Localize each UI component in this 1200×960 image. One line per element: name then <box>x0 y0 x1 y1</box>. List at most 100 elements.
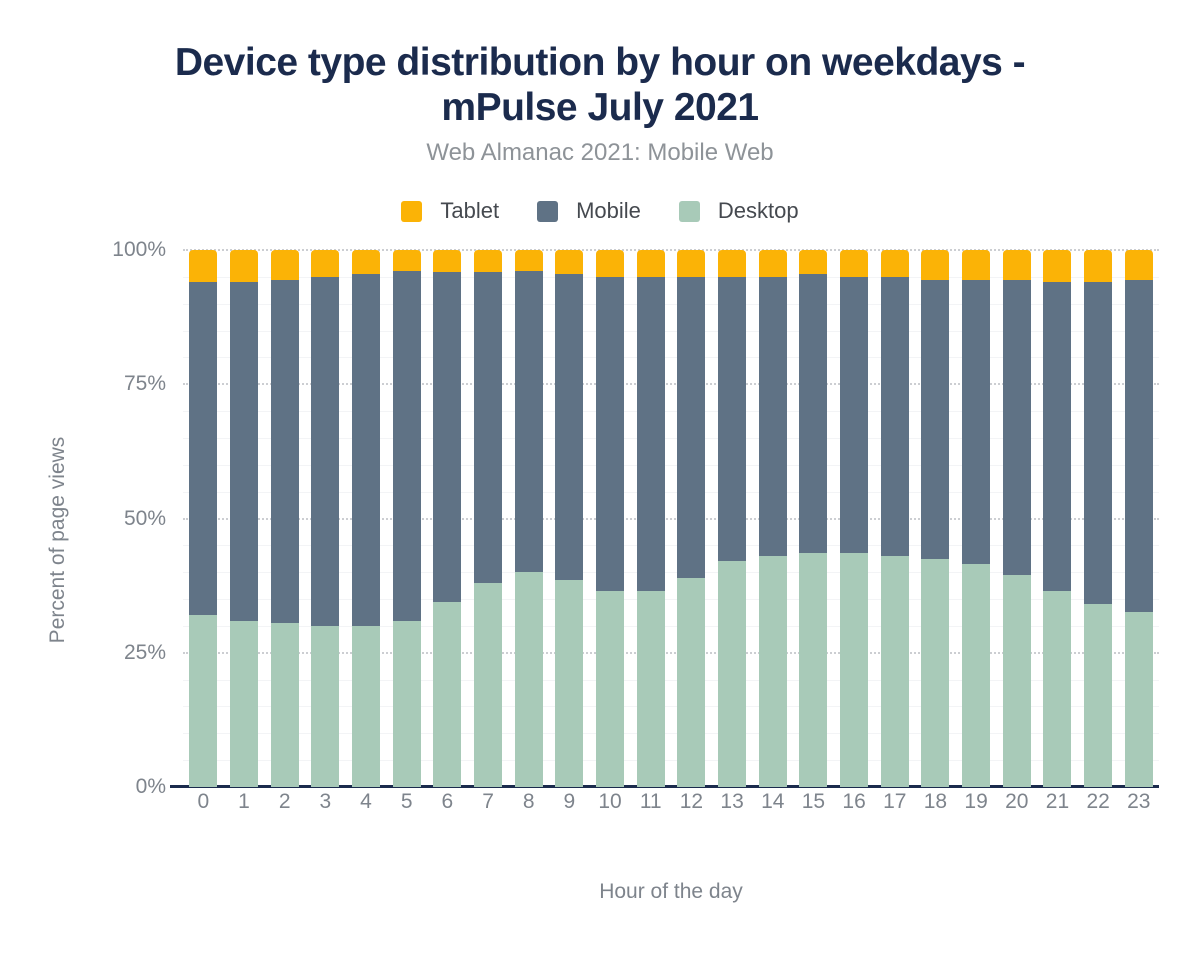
bar-segment-tablet-hour-19 <box>962 250 991 280</box>
bar-column-hour-4 <box>346 250 387 787</box>
bar-column-hour-9 <box>549 250 590 787</box>
bar-segment-tablet-hour-3 <box>311 250 340 277</box>
bar-segment-tablet-hour-6 <box>433 250 462 272</box>
bar-segment-tablet-hour-10 <box>596 250 625 277</box>
bar-segment-desktop-hour-22 <box>1084 604 1113 787</box>
bar-segment-desktop-hour-16 <box>840 553 869 787</box>
stacked-bar-hour-17 <box>880 250 909 787</box>
stacked-bar-hour-11 <box>636 250 665 787</box>
x-tick-label-14: 14 <box>761 790 785 813</box>
bar-segment-desktop-hour-5 <box>392 620 421 787</box>
y-tick-label: 75% <box>123 372 166 396</box>
minor-gridline <box>183 437 1159 439</box>
stacked-bar-hour-13 <box>718 250 747 787</box>
legend-label-tablet: Tablet <box>440 198 500 223</box>
bar-segment-tablet-hour-8 <box>514 250 543 272</box>
bar-segment-tablet-hour-11 <box>636 250 665 277</box>
stacked-bar-hour-23 <box>1124 250 1153 787</box>
bar-column-hour-7 <box>468 250 509 787</box>
bar-column-hour-11 <box>630 250 671 787</box>
x-tick-label-10: 10 <box>598 790 622 813</box>
major-gridline <box>183 383 1159 386</box>
bar-column-hour-18 <box>915 250 956 787</box>
x-tick-label-23: 23 <box>1127 790 1151 813</box>
bar-column-hour-14 <box>752 250 793 787</box>
bar-segment-tablet-hour-21 <box>1043 250 1072 283</box>
y-tick-label: 50% <box>123 506 166 530</box>
x-tick-label-5: 5 <box>400 790 413 813</box>
major-gridline <box>183 517 1159 520</box>
bar-segment-desktop-hour-9 <box>555 580 584 787</box>
bar-segment-desktop-hour-12 <box>677 577 706 787</box>
legend: Tablet Mobile Desktop <box>0 197 1200 225</box>
bar-segment-tablet-hour-12 <box>677 250 706 277</box>
stacked-bar-hour-18 <box>921 250 950 787</box>
stacked-bar-hour-19 <box>962 250 991 787</box>
chart-title: Device type distribution by hour on week… <box>0 40 1200 130</box>
stacked-bar-hour-12 <box>677 250 706 787</box>
bar-segment-mobile-hour-10 <box>596 276 625 591</box>
stacked-bar-hour-14 <box>758 250 787 787</box>
bar-segment-desktop-hour-6 <box>433 601 462 787</box>
tablet-swatch-icon <box>401 200 423 222</box>
bar-segment-desktop-hour-7 <box>474 582 503 787</box>
stacked-bar-hour-20 <box>1002 250 1031 787</box>
bar-segment-desktop-hour-13 <box>718 561 747 787</box>
stacked-bar-hour-1 <box>230 250 258 787</box>
bar-segment-mobile-hour-5 <box>392 271 421 621</box>
bar-segment-mobile-hour-18 <box>921 279 950 559</box>
stacked-bar-hour-10 <box>596 250 625 787</box>
bar-segment-tablet-hour-20 <box>1002 250 1031 280</box>
bar-segment-mobile-hour-3 <box>311 276 340 626</box>
bar-column-hour-6 <box>427 250 468 787</box>
bar-segment-mobile-hour-22 <box>1084 282 1113 605</box>
bar-segment-mobile-hour-23 <box>1124 279 1153 613</box>
bar-column-hour-15 <box>793 250 834 787</box>
bar-segment-mobile-hour-15 <box>799 274 828 554</box>
minor-gridline <box>183 733 1159 735</box>
bar-column-hour-13 <box>712 250 753 787</box>
bar-segment-mobile-hour-13 <box>718 276 747 562</box>
bar-segment-desktop-hour-0 <box>189 615 218 787</box>
bar-segment-desktop-hour-19 <box>962 564 991 787</box>
x-tick-label-13: 13 <box>720 790 744 813</box>
stacked-bar-hour-3 <box>311 250 340 787</box>
minor-gridline <box>183 572 1159 574</box>
x-axis-title: Hour of the day <box>599 880 743 903</box>
bar-segment-desktop-hour-11 <box>636 591 665 787</box>
bar-column-hour-3 <box>305 250 346 787</box>
bar-segment-desktop-hour-14 <box>758 556 787 787</box>
bar-column-hour-20 <box>996 250 1037 787</box>
y-tick-label: 0% <box>135 775 166 798</box>
x-tick-label-15: 15 <box>801 790 826 813</box>
bar-segment-mobile-hour-19 <box>962 279 991 565</box>
bar-column-hour-16 <box>834 250 875 787</box>
bar-segment-desktop-hour-20 <box>1002 574 1031 787</box>
stacked-bar-hour-16 <box>840 250 869 787</box>
minor-gridline <box>183 411 1159 413</box>
bar-segment-tablet-hour-5 <box>392 250 421 272</box>
minor-gridline <box>183 276 1159 278</box>
bar-segment-mobile-hour-20 <box>1002 279 1031 575</box>
bar-segment-desktop-hour-17 <box>880 556 909 787</box>
bar-segment-tablet-hour-0 <box>189 250 218 283</box>
x-tick-label-22: 22 <box>1086 790 1110 813</box>
bar-segment-desktop-hour-23 <box>1124 612 1153 787</box>
stacked-bar-hour-15 <box>799 250 828 787</box>
bar-column-hour-17 <box>874 250 915 787</box>
x-tick-label-19: 19 <box>964 790 988 813</box>
y-tick-label: 100% <box>112 238 166 261</box>
minor-gridline <box>183 464 1159 466</box>
bar-segment-tablet-hour-7 <box>474 250 503 272</box>
bar-column-hour-22 <box>1078 250 1119 787</box>
bar-column-hour-1 <box>224 250 265 787</box>
bar-segment-mobile-hour-17 <box>880 276 909 557</box>
bar-column-hour-5 <box>386 250 427 787</box>
minor-gridline <box>183 330 1159 332</box>
bar-segment-desktop-hour-21 <box>1043 591 1072 787</box>
bar-segment-mobile-hour-7 <box>474 271 503 583</box>
bar-column-hour-2 <box>264 250 305 787</box>
legend-item-tablet: Tablet <box>401 198 499 224</box>
bar-segment-desktop-hour-18 <box>921 558 950 787</box>
